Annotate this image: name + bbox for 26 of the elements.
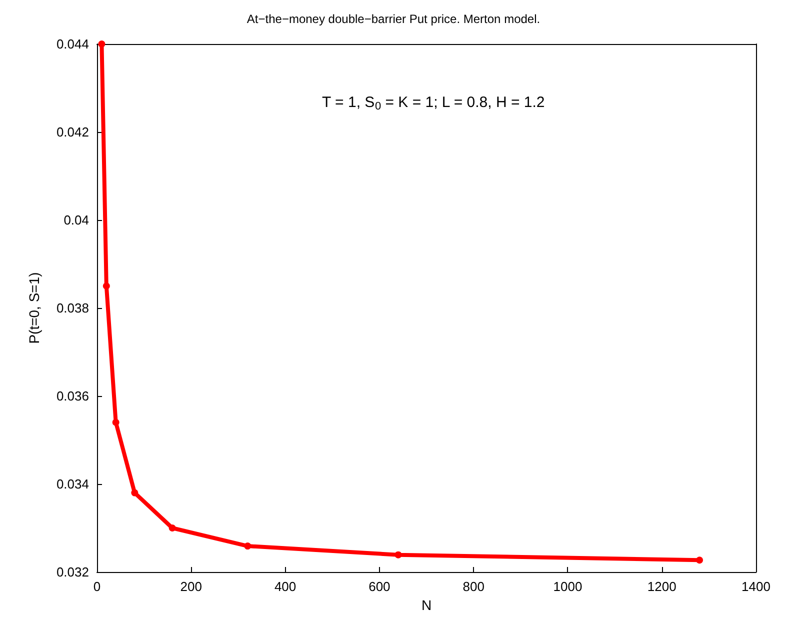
- point: [696, 556, 704, 564]
- y-tick-label: 0.032: [56, 564, 89, 580]
- point: [102, 282, 110, 290]
- point: [244, 542, 252, 550]
- y-tick-label: 0.042: [56, 124, 89, 140]
- x-axis-title: N: [421, 597, 432, 613]
- point: [98, 40, 106, 48]
- x-tick-label: 800: [462, 579, 484, 594]
- point: [112, 418, 120, 426]
- y-tick-label: 0.038: [56, 300, 89, 316]
- x-tick-label: 1000: [553, 579, 582, 594]
- x-tick-label: 1400: [742, 579, 770, 594]
- y-tick-label: 0.036: [56, 388, 89, 404]
- point: [168, 524, 176, 532]
- point: [131, 489, 138, 496]
- x-tick-label: 600: [368, 579, 390, 594]
- x-tick-label: 0: [93, 579, 101, 594]
- y-tick-label: 0.044: [56, 36, 89, 52]
- chart-title: At−the−money double−barrier Put price. Merton model.: [246, 12, 540, 26]
- point: [394, 551, 402, 558]
- y-tick-label: 0.034: [56, 476, 89, 492]
- x-tick-label: 200: [180, 579, 202, 594]
- y-axis-title: P(t=0, S=1): [26, 272, 42, 344]
- x-tick-label: 400: [274, 579, 296, 594]
- y-tick-label: 0.04: [64, 212, 89, 228]
- x-tick-label: 1200: [647, 579, 676, 594]
